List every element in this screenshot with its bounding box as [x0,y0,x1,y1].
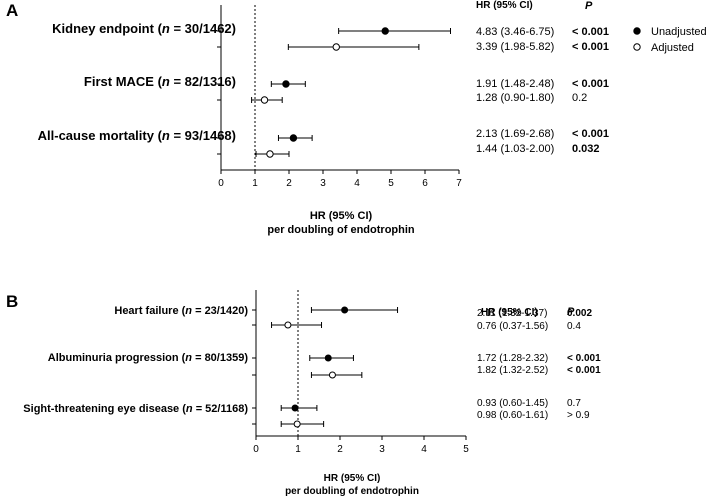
row-label-name: First MACE ( [84,74,163,89]
unadjusted-p-value: 0.002 [567,308,592,319]
x-tick-label: 6 [422,178,428,189]
adjusted-p-value: 0.4 [567,321,581,332]
row-label-name: Albuminuria progression ( [48,352,186,364]
row-label-name: Kidney endpoint ( [52,21,162,36]
unadjusted-p-value: < 0.001 [572,128,609,140]
panel-a-p-column-header: P [585,0,593,12]
adjusted-p-value: 0.032 [572,143,600,155]
x-tick-label: 3 [379,444,385,455]
row-label-name: All-cause mortality ( [38,128,163,143]
unadjusted-hr-point [282,80,290,88]
row-label: Sight-threatening eye disease (n = 52/11… [23,403,248,415]
x-tick-label: 7 [456,178,462,189]
row-label-count: = 52/1168) [193,403,249,415]
row-label-n: n [185,352,192,364]
row-label: First MACE (n = 82/1316) [84,74,236,89]
adjusted-hr-point [293,420,301,428]
row-label: All-cause mortality (n = 93/1468) [38,128,236,143]
panel-b-x-axis-subtitle: per doubling of endotrophin [285,486,419,497]
panel-b-hr-column-header: HR (95% CI) [481,307,538,318]
x-tick-label: 5 [388,178,394,189]
unadjusted-hr-text: 0.93 (0.60-1.45) [477,398,548,409]
legend-adjusted-label: Adjusted [651,42,694,54]
panel-b-label: B [6,292,18,311]
x-tick-label: 2 [337,444,343,455]
row-label-count: = 23/1420) [192,305,248,317]
adjusted-hr-point [328,371,336,379]
adjusted-hr-text: 0.98 (0.60-1.61) [477,410,548,421]
adjusted-p-value: < 0.001 [572,41,609,53]
x-tick-label: 1 [252,178,258,189]
adjusted-hr-point [332,43,340,51]
legend-unadjusted-label: Unadjusted [651,26,707,38]
unadjusted-hr-point [341,306,349,314]
panel-a-x-axis-subtitle: per doubling of endotrophin [267,224,415,236]
x-tick-label: 5 [463,444,469,455]
row-label-name: Heart failure ( [114,305,185,317]
panel-a-x-axis-title: HR (95% CI) [310,210,373,222]
adjusted-hr-point [284,321,292,329]
x-tick-label: 4 [354,178,360,189]
row-label: Albuminuria progression (n = 80/1359) [48,352,249,364]
adjusted-hr-text: 3.39 (1.98-5.82) [476,41,554,53]
adjusted-hr-text: 1.82 (1.32-2.52) [477,365,548,376]
row-label-n: n [162,128,170,143]
unadjusted-p-value: < 0.001 [572,78,609,90]
legend-adjusted-marker [633,43,641,51]
row-label-count: = 82/1316) [170,74,236,89]
legend-unadjusted-marker [633,27,641,35]
unadjusted-hr-text: 2.13 (1.69-2.68) [476,128,554,140]
row-label-n: n [162,74,170,89]
x-tick-label: 0 [218,178,224,189]
panel-b-x-axis-title: HR (95% CI) [324,473,381,484]
panel-a-label: A [6,1,18,20]
unadjusted-hr-text: 2.11 (1.32-1.37) [477,308,547,319]
adjusted-p-value: 0.2 [572,92,587,104]
adjusted-hr-point [260,96,269,104]
adjusted-hr-text: 1.44 (1.03-2.00) [476,143,554,155]
row-label-n: n [186,403,193,415]
unadjusted-hr-point [324,354,332,362]
row-label: Heart failure (n = 23/1420) [114,305,248,317]
row-label-n: n [162,21,170,36]
adjusted-hr-point [266,150,274,158]
unadjusted-p-value: 0.7 [567,398,581,409]
row-label-name: Sight-threatening eye disease ( [23,403,186,415]
panel-b-p-column-header: P [567,306,575,318]
row-label-count: = 93/1468) [170,128,236,143]
unadjusted-hr-point [289,134,298,142]
unadjusted-hr-text: 1.91 (1.48-2.48) [476,78,554,90]
unadjusted-hr-point [381,27,389,35]
adjusted-p-value: < 0.001 [567,365,601,376]
adjusted-hr-text: 1.28 (0.90-1.80) [476,92,554,104]
panel-a-hr-column-header: HR (95% CI) [476,0,533,11]
row-label-count: = 30/1462) [170,21,236,36]
row-label-count: = 80/1359) [192,352,248,364]
unadjusted-p-value: < 0.001 [572,26,609,38]
row-label-n: n [185,305,192,317]
x-tick-label: 4 [421,444,427,455]
unadjusted-p-value: < 0.001 [567,353,601,364]
x-tick-label: 1 [295,444,301,455]
unadjusted-hr-text: 1.72 (1.28-2.32) [477,353,548,364]
panel-a-legend: Unadjusted Adjusted [633,26,707,54]
adjusted-hr-text: 0.76 (0.37-1.56) [477,321,548,332]
x-tick-label: 0 [253,444,259,455]
unadjusted-hr-text: 4.83 (3.46-6.75) [476,26,554,38]
row-label: Kidney endpoint (n = 30/1462) [52,21,236,36]
unadjusted-hr-point [291,404,299,412]
adjusted-p-value: > 0.9 [567,410,590,421]
x-tick-label: 2 [286,178,292,189]
x-tick-label: 3 [320,178,326,189]
